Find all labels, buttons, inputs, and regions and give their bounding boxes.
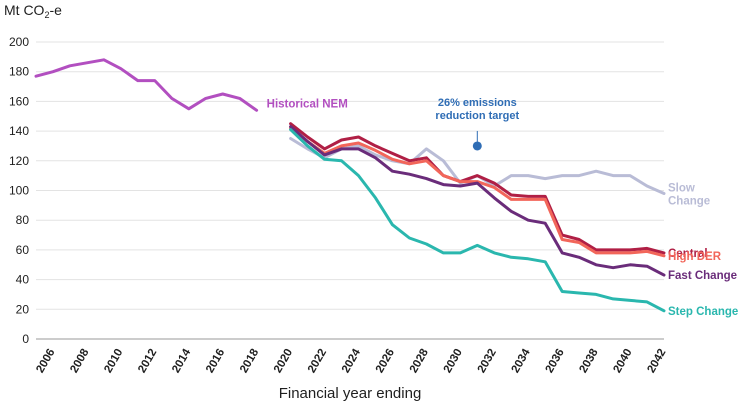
y-tick-label: 20 — [16, 302, 30, 316]
y-tick-label: 200 — [9, 35, 29, 49]
x-tick-label: 2016 — [204, 347, 227, 375]
y-tick-label: 80 — [16, 213, 30, 227]
series-label-historical-nem: Historical NEM — [267, 98, 348, 110]
series-label-step-change: Step Change — [668, 306, 738, 318]
x-tick-label: 2006 — [34, 347, 57, 375]
series-label-high-der: High DER — [668, 251, 722, 263]
y-tick-label: 100 — [9, 184, 29, 198]
series-label-fast-change: Fast Change — [668, 270, 737, 282]
x-tick-label: 2020 — [272, 347, 295, 375]
x-tick-label: 2034 — [510, 346, 533, 375]
x-tick-label: 2028 — [408, 346, 431, 375]
x-tick-label: 2010 — [102, 347, 125, 375]
x-tick-label: 2018 — [238, 346, 261, 375]
y-tick-label: 140 — [9, 124, 29, 138]
y-tick-label: 60 — [16, 243, 30, 257]
series-label-slow-change: Slow Change — [668, 182, 710, 207]
series-line-central — [289, 122, 666, 255]
x-tick-label: 2036 — [544, 347, 567, 375]
x-tick-label: 2008 — [68, 346, 91, 375]
x-tick-label: 2042 — [645, 347, 668, 375]
x-tick-label: 2032 — [476, 347, 499, 375]
x-tick-label: 2030 — [442, 347, 465, 375]
annotation-marker — [472, 141, 482, 151]
x-tick-label: 2012 — [136, 347, 159, 375]
y-tick-label: 160 — [9, 94, 29, 108]
x-tick-label: 2040 — [611, 347, 634, 375]
x-axis-label: Financial year ending — [278, 385, 422, 402]
y-tick-label: 40 — [16, 273, 30, 287]
series-line-step-change — [289, 128, 666, 313]
series-label-central: Central — [668, 248, 708, 260]
y-tick-label: 120 — [9, 154, 29, 168]
annotation-label: 26% emissions reduction target — [435, 97, 519, 122]
series-line-historical-nem — [34, 58, 259, 112]
x-tick-label: 2026 — [374, 347, 397, 375]
series-line-fast-change — [289, 125, 666, 277]
x-tick-label: 2024 — [340, 346, 363, 375]
y-tick-label: 0 — [22, 332, 29, 346]
y-tick-label: 180 — [9, 65, 29, 79]
y-axis-label: Mt CO2-e — [4, 2, 62, 20]
x-tick-label: 2014 — [170, 346, 193, 375]
x-tick-label: 2038 — [578, 346, 601, 375]
x-tick-label: 2022 — [306, 347, 329, 375]
